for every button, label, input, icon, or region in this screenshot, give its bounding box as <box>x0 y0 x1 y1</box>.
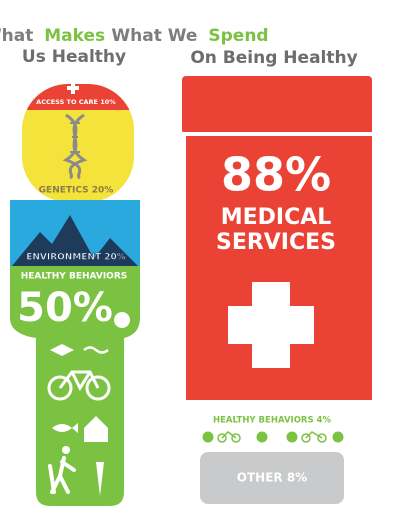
environment-label: ENVIRONMENT 20% <box>26 253 126 263</box>
other-label: OTHER 8% <box>237 471 307 485</box>
hiker-icon <box>48 446 76 494</box>
medical-label: SERVICES <box>216 230 336 255</box>
bike-icon <box>47 370 111 401</box>
behaviors-percent: 50% <box>17 285 113 331</box>
dna-icon <box>62 113 88 180</box>
plus-icon <box>228 306 314 344</box>
other-box <box>200 452 344 504</box>
bottle-cap <box>182 76 372 134</box>
carrot-icon <box>96 462 104 496</box>
cap-icon <box>50 344 74 356</box>
title-word: What <box>0 26 33 46</box>
plus-icon <box>67 86 79 90</box>
medical-label: MEDICAL <box>221 205 332 230</box>
title-word: Makes <box>44 26 105 46</box>
apple-icon <box>114 312 130 328</box>
genetics-label: GENETICS 20% <box>39 186 114 196</box>
right-title-line2: On Being Healthy <box>190 48 357 68</box>
title-word: What We <box>111 26 197 46</box>
right-title-line1: What We Spend <box>111 26 268 46</box>
cap-gap <box>182 132 376 136</box>
mountains-icon <box>12 215 138 266</box>
behaviors-label: HEALTHY BEHAVIORS <box>21 272 127 282</box>
left-title-line2: Us Healthy <box>22 47 126 67</box>
house-icon <box>84 416 108 442</box>
left-title-line1: What Makes <box>0 26 105 46</box>
body <box>10 266 140 506</box>
swim-icon <box>83 346 109 354</box>
medical-percent: 88% <box>221 148 331 202</box>
behaviors-label: HEALTHY BEHAVIORS 4% <box>213 416 331 426</box>
behaviors-icons <box>202 431 344 443</box>
access-label: ACCESS TO CARE 10% <box>36 98 116 106</box>
fish-icon <box>52 423 78 433</box>
title-word: Spend <box>208 26 268 46</box>
